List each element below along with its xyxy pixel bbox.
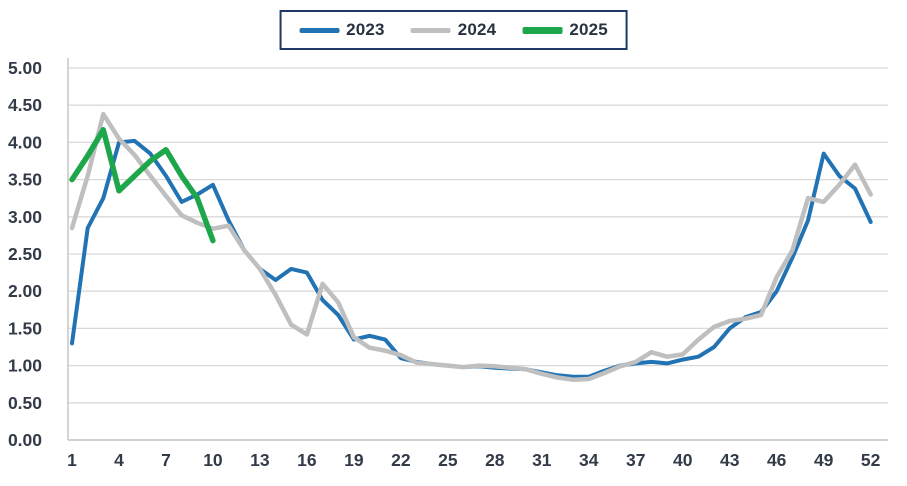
y-tick-label: 2.00 — [8, 281, 42, 301]
legend-item-2023: 2023 — [299, 20, 385, 40]
y-tick-label: 0.00 — [8, 430, 42, 450]
x-tick-label: 10 — [203, 450, 223, 470]
y-tick-label: 4.50 — [8, 95, 42, 115]
plot-area: 0.00 0.50 1.00 1.50 2.00 2.50 3.00 3.50 4.00 4.50… — [0, 0, 907, 486]
legend-swatch-2025-icon — [522, 27, 562, 34]
legend-item-2024: 2024 — [411, 20, 497, 40]
y-tick-label: 0.50 — [8, 393, 42, 413]
x-tick-label: 16 — [297, 450, 317, 470]
x-tick-label: 46 — [767, 450, 787, 470]
legend-swatch-2023-icon — [299, 28, 339, 33]
y-tick-label: 1.00 — [8, 356, 42, 376]
x-tick-label: 43 — [720, 450, 740, 470]
y-tick-label: 2.50 — [8, 244, 42, 264]
x-tick-label: 7 — [161, 450, 171, 470]
x-tick-label: 52 — [861, 450, 881, 470]
series-line-2023 — [72, 141, 871, 377]
legend-label-2023: 2023 — [346, 20, 385, 40]
x-tick-label: 31 — [532, 450, 552, 470]
y-tick-label: 5.00 — [8, 58, 42, 78]
x-tick-label: 1 — [67, 450, 77, 470]
legend-item-2025: 2025 — [522, 20, 608, 40]
line-chart[interactable]: 2023 2024 2025 0.00 0.50 1.00 1.50 2.00 2.50 3… — [0, 0, 907, 486]
legend-swatch-2024-icon — [411, 28, 451, 33]
y-tick-label: 1.50 — [8, 318, 42, 338]
y-tick-label: 3.00 — [8, 207, 42, 227]
series-line-2024 — [72, 114, 871, 380]
y-tick-label: 4.00 — [8, 132, 42, 152]
chart-legend: 2023 2024 2025 — [279, 10, 628, 50]
x-tick-label: 49 — [814, 450, 834, 470]
legend-label-2025: 2025 — [569, 20, 608, 40]
x-tick-label: 25 — [438, 450, 458, 470]
x-tick-label: 40 — [673, 450, 693, 470]
x-tick-label: 19 — [344, 450, 364, 470]
y-tick-label: 3.50 — [8, 170, 42, 190]
x-tick-label: 37 — [626, 450, 645, 470]
x-tick-label: 28 — [485, 450, 505, 470]
x-tick-label: 4 — [114, 450, 124, 470]
x-tick-label: 22 — [391, 450, 411, 470]
legend-label-2024: 2024 — [458, 20, 497, 40]
x-tick-label: 13 — [250, 450, 270, 470]
x-tick-label: 34 — [579, 450, 599, 470]
